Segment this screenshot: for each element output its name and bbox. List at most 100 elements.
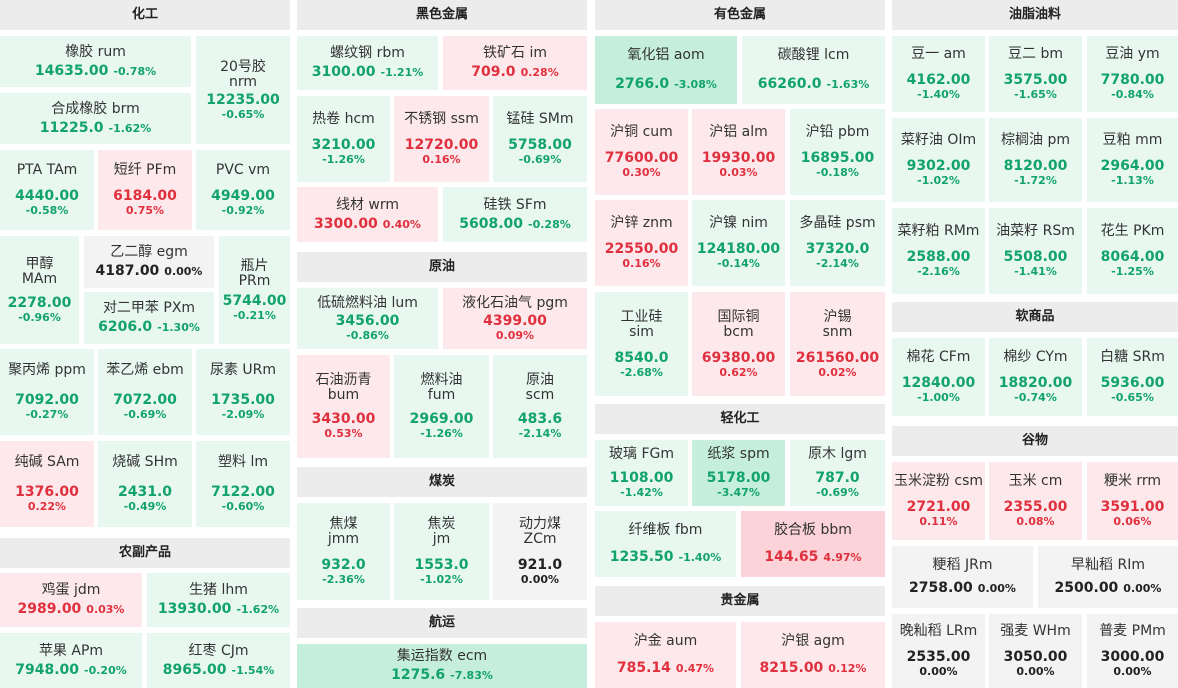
tile-change: 0.00% <box>164 265 203 278</box>
tile-name: PVC vm <box>215 162 271 178</box>
tile-name: 菜籽粕 RMm <box>897 223 980 239</box>
tile-fbm[interactable]: 纤维板 fbm 1235.50 -1.40% <box>595 511 736 577</box>
tile-price: 4187.00 <box>95 263 160 279</box>
tile-wrm[interactable]: 线材 wrm 3300.00 0.40% <box>297 187 438 242</box>
section-header-shipping: 航运 <box>297 608 587 638</box>
tile-bbm[interactable]: 胶合板 bbm 144.65 4.97% <box>741 511 885 577</box>
tile-hcm[interactable]: 热卷 hcm 3210.00 -1.26% <box>297 96 390 182</box>
tile-name: 塑料 lm <box>218 454 268 470</box>
tile-jmm[interactable]: 焦煤 jmm 932.0 -2.36% <box>297 503 390 600</box>
tile-name: 棕榈油 pm <box>1001 132 1070 148</box>
tile-price: 2431.0 <box>117 484 173 500</box>
tile-bum[interactable]: 石油沥青 bum 3430.00 0.53% <box>297 355 390 458</box>
tile-cym[interactable]: 棉纱 CYm 18820.00 -0.74% <box>989 338 1082 416</box>
tile-pm[interactable]: 棕榈油 pm 8120.00 -1.72% <box>989 118 1082 202</box>
tile-ebm[interactable]: 苯乙烯 ebm 7072.00 -0.69% <box>98 349 192 435</box>
tile-shm[interactable]: 烧碱 SHm 2431.0 -0.49% <box>98 441 192 527</box>
tile-price: 3456.00 <box>335 312 400 329</box>
tile-name: 普麦 PMm <box>1099 623 1166 639</box>
tile-vm[interactable]: PVC vm 4949.00 -0.92% <box>196 150 290 230</box>
tile-aom[interactable]: 氧化铝 aom 2766.0 -3.08% <box>595 36 737 104</box>
tile-cfm[interactable]: 棉花 CFm 12840.00 -1.00% <box>892 338 985 416</box>
tile-ecm[interactable]: 集运指数 ecm 1275.6 -7.83% <box>297 644 587 688</box>
tile-jrm[interactable]: 粳稻 JRm 2758.00 0.00% <box>892 546 1033 608</box>
tile-change: -0.49% <box>123 500 167 513</box>
tile-spm[interactable]: 纸浆 spm 5178.00 -3.47% <box>692 440 785 506</box>
tile-change: -0.14% <box>717 257 760 270</box>
tile-sim[interactable]: 工业硅 sim 8540.0 -2.68% <box>595 292 688 396</box>
tile-urm[interactable]: 尿素 URm 1735.00 -2.09% <box>196 349 290 435</box>
tile-name: 甲醇 <box>25 255 54 272</box>
tile-bm[interactable]: 豆二 bm 3575.00 -1.65% <box>989 36 1082 112</box>
tile-scm[interactable]: 原油 scm 483.6 -2.14% <box>493 355 587 458</box>
tile-pfm[interactable]: 短纤 PFm 6184.00 0.75% <box>98 150 192 230</box>
tile-fum[interactable]: 燃料油 fum 2969.00 -1.26% <box>394 355 489 458</box>
tile-csm[interactable]: 玉米淀粉 csm 2721.00 0.11% <box>892 462 985 540</box>
tile-nim[interactable]: 沪镍 nim 124180.00 -0.14% <box>692 200 785 286</box>
tile-cum[interactable]: 沪铜 cum 77600.00 0.30% <box>595 109 688 195</box>
tile-lum[interactable]: 低硫燃料油 lum 3456.00 -0.86% <box>297 288 438 349</box>
tile-cjm[interactable]: 红枣 CJm 8965.00 -1.54% <box>147 633 290 688</box>
tile-sfm[interactable]: 硅铁 SFm 5608.00 -0.28% <box>443 187 587 242</box>
tile-pkm[interactable]: 花生 PKm 8064.00 -1.25% <box>1087 208 1178 294</box>
tile-lcm[interactable]: 碳酸锂 lcm 66260.0 -1.63% <box>742 36 885 104</box>
tile-lhm[interactable]: 生猪 lhm 13930.00 -1.62% <box>147 573 290 627</box>
tile-jm[interactable]: 焦炭 jm 1553.0 -1.02% <box>394 503 489 600</box>
tile-pbm[interactable]: 沪铅 pbm 16895.00 -0.18% <box>790 109 885 195</box>
tile-change: -1.62% <box>236 603 280 616</box>
tile-lm[interactable]: 塑料 lm 7122.00 -0.60% <box>196 441 290 527</box>
tile-ym[interactable]: 豆油 ym 7780.00 -0.84% <box>1087 36 1178 112</box>
tile-aum[interactable]: 沪金 aum 785.14 0.47% <box>595 622 736 688</box>
tile-oim[interactable]: 菜籽油 OIm 9302.00 -1.02% <box>892 118 985 202</box>
tile-change: -0.20% <box>84 663 127 677</box>
section-header-light: 轻化工 <box>595 404 885 434</box>
tile-tam[interactable]: PTA TAm 4440.00 -0.58% <box>0 150 94 230</box>
tile-lrm[interactable]: 晚籼稻 LRm 2535.00 0.00% <box>892 614 985 688</box>
tile-nrm[interactable]: 20号胶 nrm 12235.00 -0.65% <box>196 36 290 144</box>
tile-name: 氧化铝 aom <box>627 47 705 63</box>
tile-egm[interactable]: 乙二醇 egm 4187.00 0.00% <box>84 236 214 288</box>
tile-code: bcm <box>723 323 754 340</box>
tile-znm[interactable]: 沪锌 znm 22550.00 0.16% <box>595 200 688 286</box>
tile-name: 工业硅 <box>620 308 663 325</box>
tile-sam[interactable]: 纯碱 SAm 1376.00 0.22% <box>0 441 94 527</box>
tile-price: 1108.00 <box>609 470 674 486</box>
tile-change: 0.16% <box>422 153 461 166</box>
tile-change: -2.09% <box>221 408 265 421</box>
tile-ppm[interactable]: 聚丙烯 ppm 7092.00 -0.27% <box>0 349 94 435</box>
tile-brm[interactable]: 合成橡胶 brm 11225.0 -1.62% <box>0 93 191 144</box>
tile-rbm[interactable]: 螺纹钢 rbm 3100.00 -1.21% <box>297 36 438 90</box>
tile-rsm[interactable]: 油菜籽 RSm 5508.00 -1.41% <box>989 208 1082 294</box>
tile-mm[interactable]: 豆粕 mm 2964.00 -1.13% <box>1087 118 1178 202</box>
tile-mam[interactable]: 甲醇 MAm 2278.00 -0.96% <box>0 236 79 344</box>
tile-apm[interactable]: 苹果 APm 7948.00 -0.20% <box>0 633 142 688</box>
tile-prm[interactable]: 瓶片 PRm 5744.00 -0.21% <box>219 236 290 344</box>
tile-smm[interactable]: 锰硅 SMm 5758.00 -0.69% <box>493 96 587 182</box>
tile-srm[interactable]: 白糖 SRm 5936.00 -0.65% <box>1087 338 1178 416</box>
tile-change: -1.65% <box>1014 88 1057 101</box>
tile-agm[interactable]: 沪银 agm 8215.00 0.12% <box>741 622 885 688</box>
tile-im[interactable]: 铁矿石 im 709.0 0.28% <box>443 36 587 90</box>
tile-alm[interactable]: 沪铝 alm 19930.00 0.03% <box>692 109 785 195</box>
tile-name: 沪镍 nim <box>709 215 768 231</box>
tile-rmm[interactable]: 菜籽粕 RMm 2588.00 -2.16% <box>892 208 985 294</box>
tile-pmm[interactable]: 普麦 PMm 3000.00 0.00% <box>1087 614 1178 688</box>
tile-rum[interactable]: 橡胶 rum 14635.00 -0.78% <box>0 36 191 87</box>
tile-psm[interactable]: 多晶硅 psm 37320.0 -2.14% <box>790 200 885 286</box>
tile-zcm[interactable]: 动力煤 ZCm 921.0 0.00% <box>493 503 587 600</box>
tile-am[interactable]: 豆一 am 4162.00 -1.40% <box>892 36 985 112</box>
tile-fgm[interactable]: 玻璃 FGm 1108.00 -1.42% <box>595 440 688 506</box>
tile-jdm[interactable]: 鸡蛋 jdm 2989.00 0.03% <box>0 573 142 627</box>
tile-bcm[interactable]: 国际铜 bcm 69380.00 0.62% <box>692 292 785 396</box>
tile-pxm[interactable]: 对二甲苯 PXm 6206.0 -1.30% <box>84 292 214 344</box>
tile-pgm[interactable]: 液化石油气 pgm 4399.00 0.09% <box>443 288 587 349</box>
tile-ssm[interactable]: 不锈钢 ssm 12720.00 0.16% <box>394 96 489 182</box>
tile-snm[interactable]: 沪锡 snm 261560.00 0.02% <box>790 292 885 396</box>
tile-rim[interactable]: 早籼稻 RIm 2500.00 0.00% <box>1038 546 1178 608</box>
tile-change: -1.13% <box>1111 174 1154 187</box>
tile-lgm[interactable]: 原木 lgm 787.0 -0.69% <box>790 440 885 506</box>
tile-whm[interactable]: 强麦 WHm 3050.00 0.00% <box>989 614 1082 688</box>
tile-cm[interactable]: 玉米 cm 2355.00 0.08% <box>989 462 1082 540</box>
tile-price: 12235.00 <box>206 91 280 108</box>
tile-rrm[interactable]: 粳米 rrm 3591.00 0.06% <box>1087 462 1178 540</box>
